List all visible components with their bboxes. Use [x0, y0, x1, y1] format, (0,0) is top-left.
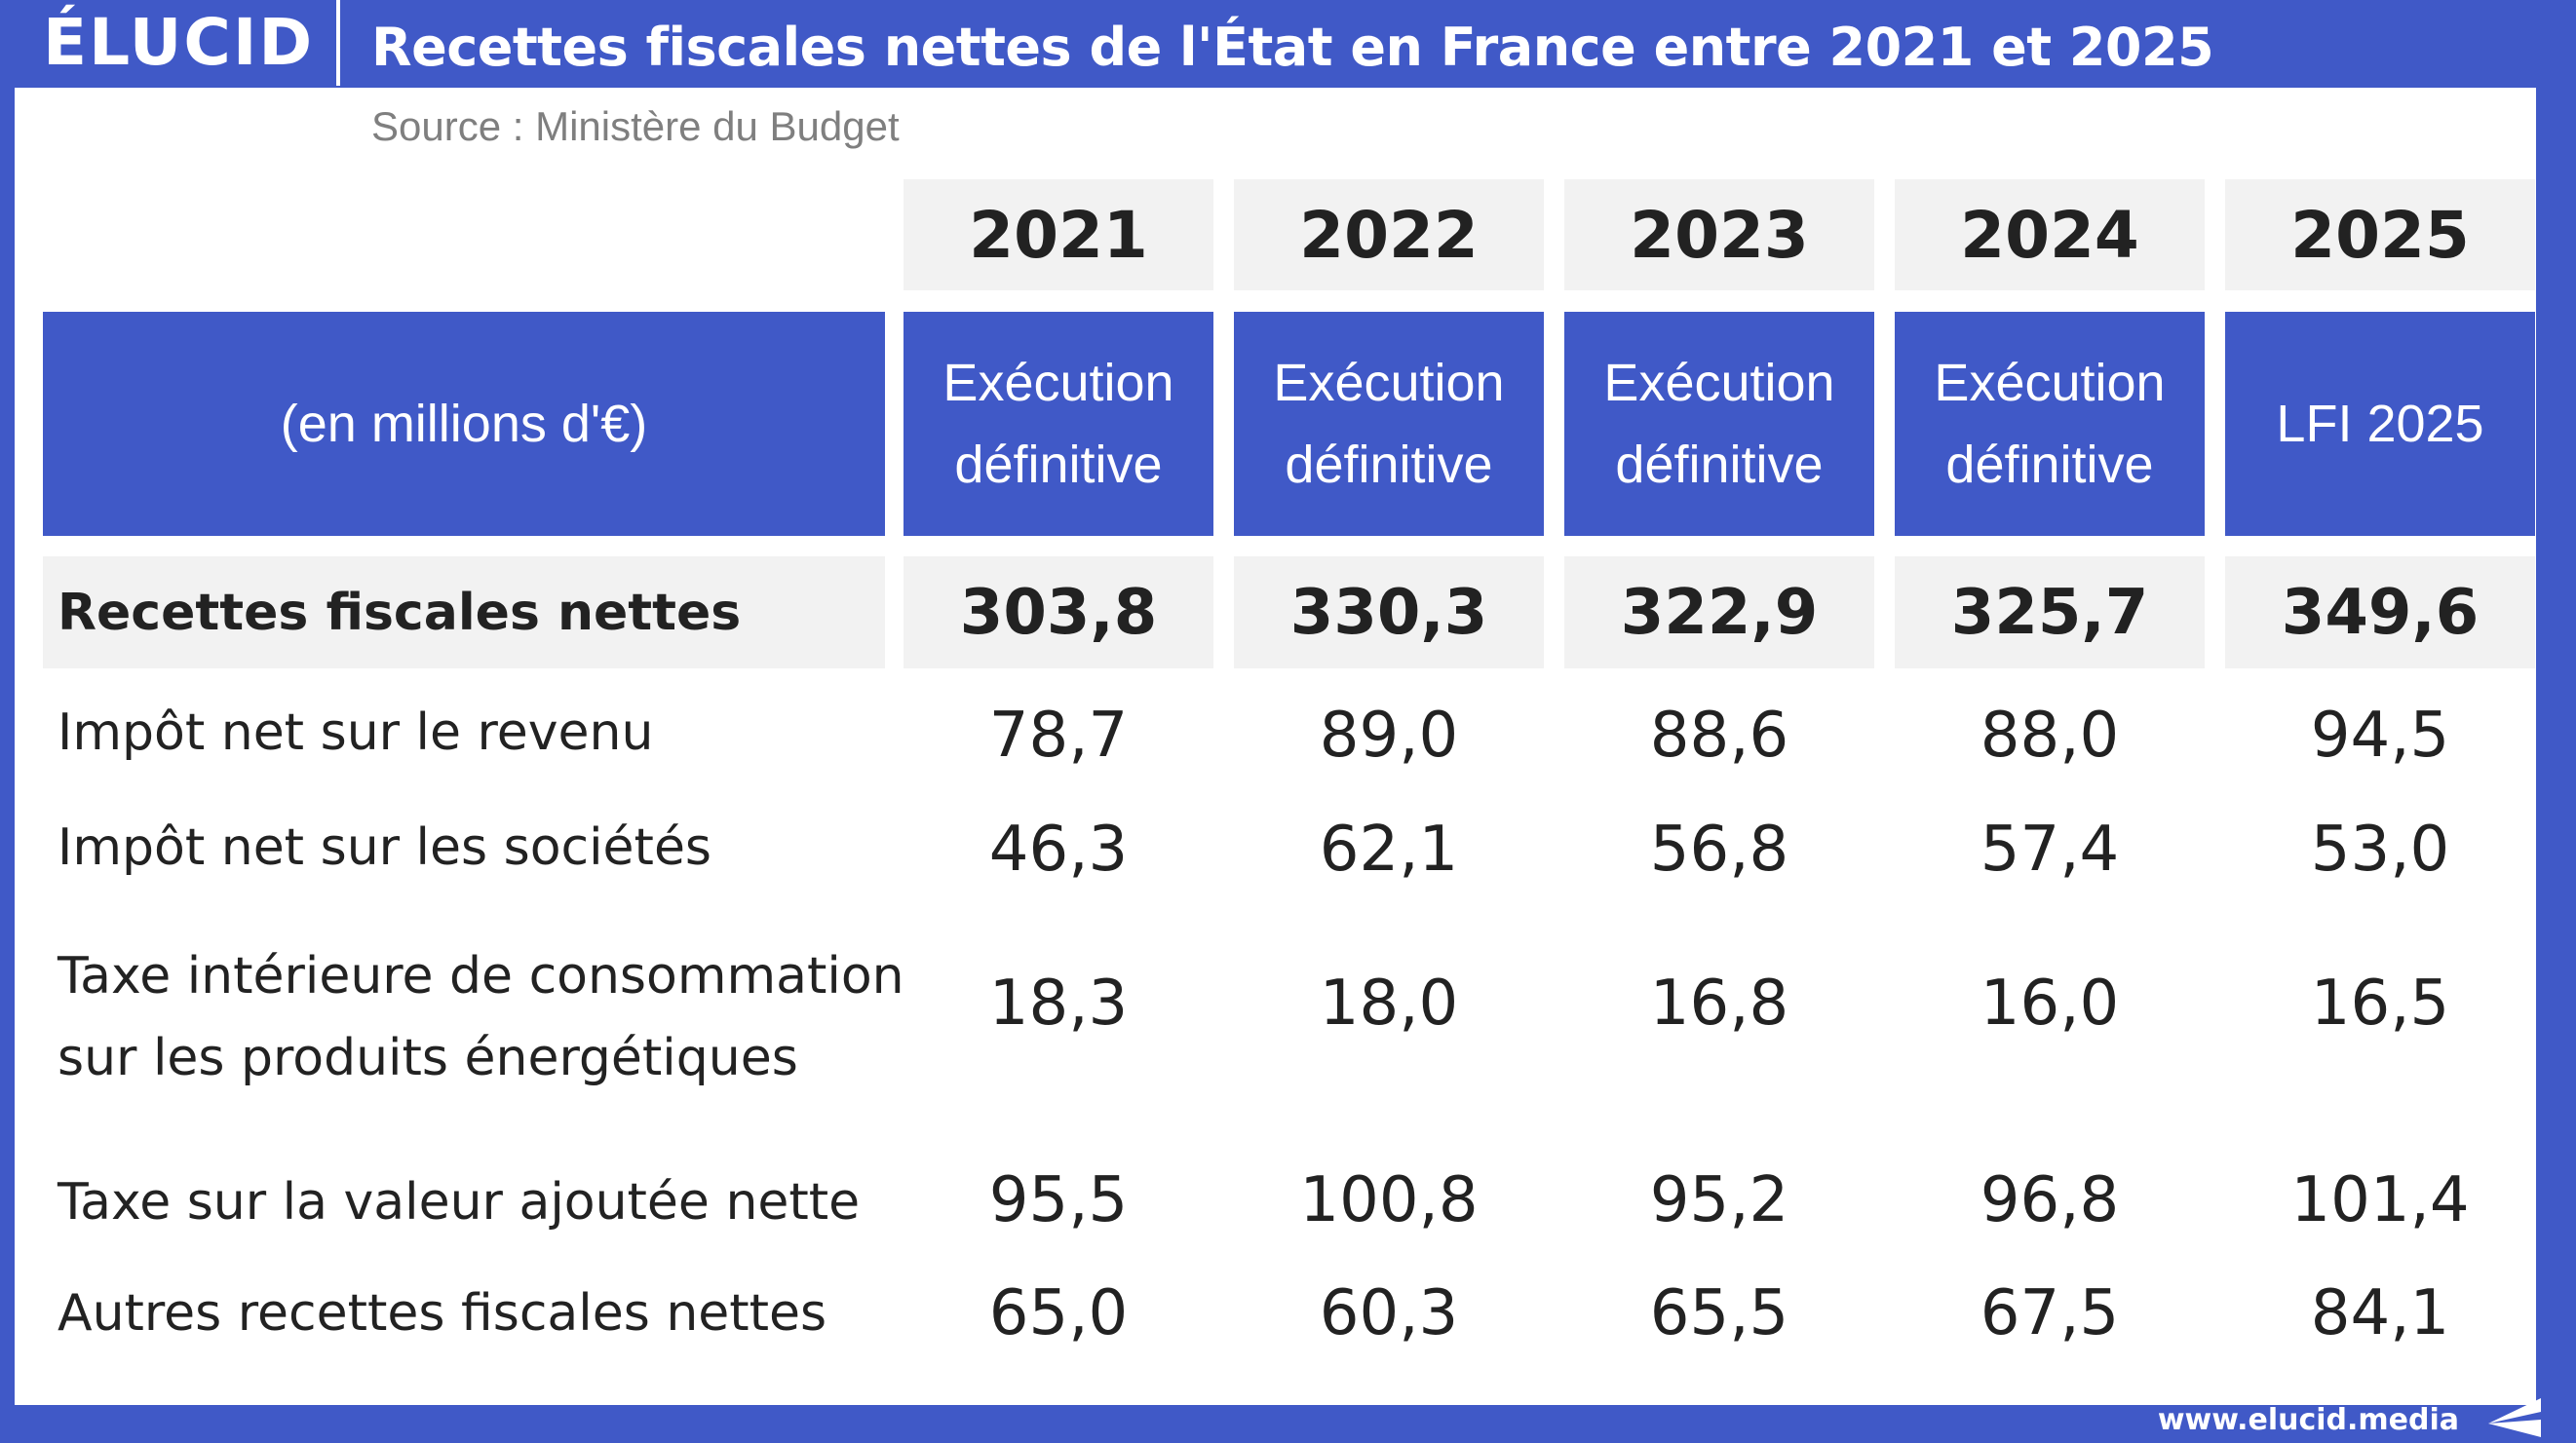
- status-header-2023: Exécution définitive: [1564, 312, 1874, 536]
- total-row-label: Recettes fiscales nettes: [43, 556, 885, 668]
- year-header-2021: 2021: [904, 179, 1213, 290]
- total-value-2023: 322,9: [1564, 556, 1874, 668]
- table-cell: 56,8: [1649, 814, 1789, 886]
- table-cell: 46,3: [988, 814, 1129, 886]
- table-cell: 88,0: [1980, 700, 2120, 772]
- status-header-2022: Exécution définitive: [1234, 312, 1544, 536]
- table-cell: 96,8: [1980, 1164, 2120, 1236]
- year-header-2025: 2025: [2225, 179, 2535, 290]
- table-cell: 100,8: [1299, 1164, 1479, 1236]
- brand-logo: ÉLUCID: [43, 5, 315, 80]
- table-cell: 78,7: [988, 700, 1129, 772]
- table-cell: 94,5: [2310, 700, 2450, 772]
- page-title: Recettes fiscales nettes de l'État en Fr…: [371, 17, 2214, 78]
- brand-arrow-icon: [2488, 1398, 2541, 1437]
- table-cell: 65,5: [1649, 1277, 1789, 1349]
- table-cell: 18,3: [988, 968, 1129, 1040]
- total-value-2021: 303,8: [904, 556, 1213, 668]
- status-header-2024: Exécution définitive: [1895, 312, 2205, 536]
- year-header-2024: 2024: [1895, 179, 2205, 290]
- unit-label: (en millions d'€): [43, 312, 885, 536]
- table-cell: 67,5: [1980, 1277, 2120, 1349]
- header-bar: ÉLUCID Recettes fiscales nettes de l'Éta…: [0, 0, 2576, 88]
- table-cell: 88,6: [1649, 700, 1789, 772]
- year-header-2022: 2022: [1234, 179, 1544, 290]
- table-cell: 16,0: [1980, 968, 2120, 1040]
- total-value-2022: 330,3: [1234, 556, 1544, 668]
- table-cell: 95,5: [988, 1164, 1129, 1236]
- table-cell: 89,0: [1319, 700, 1459, 772]
- table-cell: 60,3: [1319, 1277, 1459, 1349]
- row-label: Autres recettes fiscales nettes: [58, 1284, 827, 1343]
- table-cell: 18,0: [1319, 968, 1459, 1040]
- table-cell: 62,1: [1319, 814, 1459, 886]
- footer-url[interactable]: www.elucid.media: [2157, 1403, 2459, 1437]
- source-note: Source : Ministère du Budget: [371, 103, 900, 149]
- year-header-2023: 2023: [1564, 179, 1874, 290]
- content-panel: [15, 88, 2536, 1405]
- table-cell: 95,2: [1649, 1164, 1789, 1236]
- table-cell: 101,4: [2290, 1164, 2470, 1236]
- total-value-2024: 325,7: [1895, 556, 2205, 668]
- logo-divider: [336, 0, 340, 86]
- table-cell: 65,0: [988, 1277, 1129, 1349]
- table-cell: 16,8: [1649, 968, 1789, 1040]
- table-cell: 57,4: [1980, 814, 2120, 886]
- total-value-2025: 349,6: [2225, 556, 2535, 668]
- row-label: Impôt net sur le revenu: [58, 703, 654, 762]
- status-header-2025: LFI 2025: [2225, 312, 2535, 536]
- table-cell: 84,1: [2310, 1277, 2450, 1349]
- row-label: Taxe sur la valeur ajoutée nette: [58, 1173, 861, 1232]
- table-cell: 53,0: [2310, 814, 2450, 886]
- row-label: Impôt net sur les sociétés: [58, 818, 712, 877]
- status-header-2021: Exécution définitive: [904, 312, 1213, 536]
- table-cell: 16,5: [2310, 968, 2450, 1040]
- row-label: Taxe intérieure de consommation sur les …: [58, 947, 904, 1087]
